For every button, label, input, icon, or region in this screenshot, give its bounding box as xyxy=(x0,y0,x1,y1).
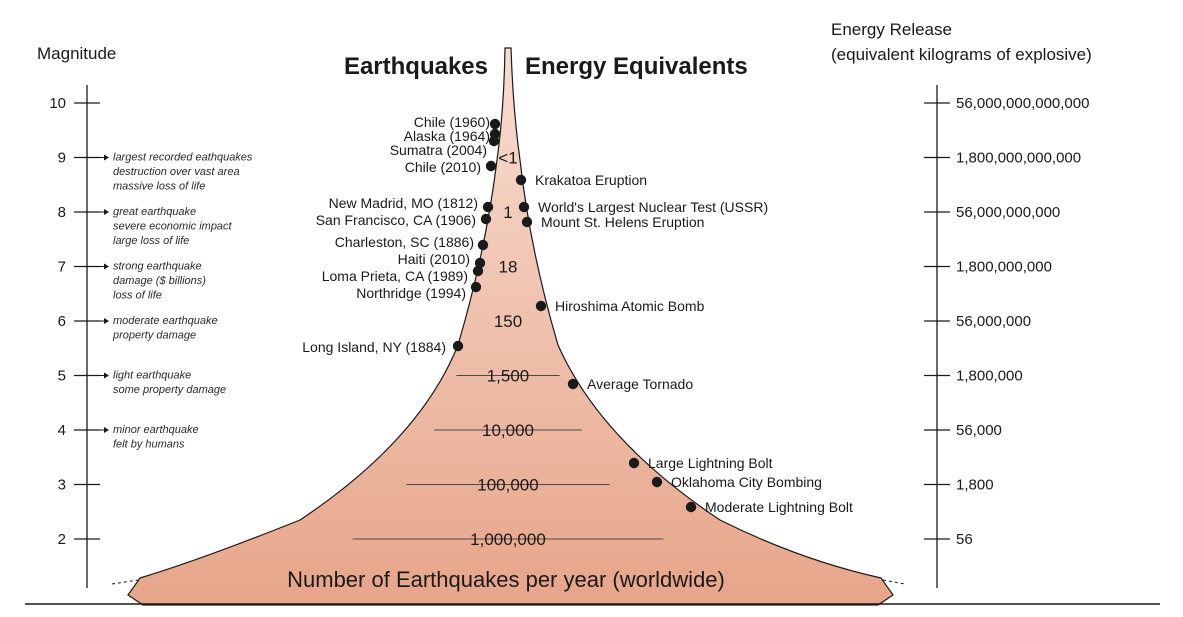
magnitude-description: felt by humans xyxy=(113,439,185,451)
magnitude-description: light earthquake xyxy=(113,370,191,382)
magnitude-description: severe economic impact xyxy=(113,221,233,233)
energy-event-dot xyxy=(685,501,697,513)
earthquake-dot xyxy=(480,213,492,225)
earthquake-label: Alaska (1964) xyxy=(404,128,490,144)
earthquake-label: Sumatra (2004) xyxy=(390,142,487,158)
energy-tick-label: 1,800 xyxy=(956,477,994,494)
earthquakes-title: Earthquakes xyxy=(344,53,488,80)
magnitude-description: large loss of life xyxy=(113,235,189,247)
magnitude-description: property damage xyxy=(112,330,196,342)
count-label: 1 xyxy=(503,203,512,222)
earthquake-label: Long Island, NY (1884) xyxy=(302,339,446,355)
count-label: 18 xyxy=(499,258,518,277)
earthquake-dot xyxy=(477,239,489,251)
earthquake-label: Chile (1960) xyxy=(414,114,490,130)
energy-tick-label: 1,800,000 xyxy=(956,368,1023,385)
funnel-dash-left xyxy=(111,579,139,585)
magnitude-description: destruction over vast area xyxy=(113,166,240,178)
count-label: 10,000 xyxy=(482,421,534,440)
arrow-head-icon xyxy=(104,154,109,161)
earthquake-label: New Madrid, MO (1812) xyxy=(329,195,478,211)
earthquake-dot xyxy=(472,265,484,277)
earthquake-dot xyxy=(482,201,494,213)
energy-event-label: Krakatoa Eruption xyxy=(535,172,647,188)
arrow-head-icon xyxy=(104,318,109,324)
earthquake-label: Chile (2010) xyxy=(405,159,481,175)
energy-tick-label: 1,800,000,000 xyxy=(956,259,1052,276)
magnitude-scale: 10 9 largest recorded eathquakes destructio… xyxy=(49,95,253,548)
earthquake-label: Loma Prieta, CA (1989) xyxy=(322,268,468,284)
magnitude-tick-label: 9 xyxy=(58,150,66,167)
earthquake-dot xyxy=(474,257,486,269)
magnitude-tick-label: 10 xyxy=(49,95,66,112)
earthquake-dot xyxy=(470,281,482,293)
earthquake-dot xyxy=(489,118,501,130)
earthquake-dot xyxy=(452,340,464,352)
energy-tick-label: 1,800,000,000,000 xyxy=(956,150,1081,167)
count-label: <1 xyxy=(498,149,517,168)
energy-scale: 56,000,000,000,000 1,800,000,000,000 56,00… xyxy=(924,95,1089,548)
energy-event-label: Moderate Lightning Bolt xyxy=(705,499,853,515)
arrow-head-icon xyxy=(104,427,109,433)
energy-event-label: Average Tornado xyxy=(587,376,693,392)
magnitude-description: strong earthquake xyxy=(113,261,202,273)
magnitude-tick-label: 2 xyxy=(58,531,66,548)
arrow-head-icon xyxy=(104,263,109,270)
arrow-head-icon xyxy=(104,372,109,379)
energy-tick-label: 56,000,000,000,000 xyxy=(956,95,1089,112)
magnitude-tick-label: 7 xyxy=(58,259,66,276)
energy-event-dot xyxy=(521,216,533,228)
energy-event-label: Large Lightning Bolt xyxy=(648,455,773,471)
magnitude-tick-label: 4 xyxy=(58,422,66,439)
count-labels: <1 1 18 150 1,500 10,000 100,000 1,000,000 xyxy=(352,149,664,549)
bottom-title: Number of Earthquakes per year (worldwid… xyxy=(287,567,725,592)
earthquake-label: Charleston, SC (1886) xyxy=(335,234,474,250)
energy-event-dot xyxy=(651,476,663,488)
energy-equivalents-title: Energy Equivalents xyxy=(525,53,748,80)
magnitude-tick-label: 8 xyxy=(58,204,66,221)
energy-tick-label: 56,000 xyxy=(956,422,1002,439)
energy-event-markers: Krakatoa Eruption World's Largest Nuclear… xyxy=(515,172,853,515)
earthquake-label: Northridge (1994) xyxy=(356,285,466,301)
earthquake-label: San Francisco, CA (1906) xyxy=(316,212,476,228)
magnitude-description: loss of life xyxy=(113,290,162,302)
magnitude-tick-label: 6 xyxy=(58,313,66,330)
energy-event-label: Mount St. Helens Eruption xyxy=(541,214,704,230)
count-label: 150 xyxy=(494,312,522,331)
energy-event-dot xyxy=(628,457,640,469)
energy-tick-label: 56,000,000,000 xyxy=(956,204,1060,221)
energy-tick-label: 56 xyxy=(956,531,973,548)
magnitude-description: great earthquake xyxy=(113,206,196,218)
energy-event-dot xyxy=(535,300,547,312)
energy-event-label: Oklahoma City Bombing xyxy=(671,474,822,490)
earthquake-label: Haiti (2010) xyxy=(398,251,470,267)
energy-event-dot xyxy=(518,201,530,213)
magnitude-tick-label: 3 xyxy=(58,477,66,494)
energy-event-label: World's Largest Nuclear Test (USSR) xyxy=(538,199,768,215)
energy-event-dot xyxy=(515,174,527,186)
magnitude-description: moderate earthquake xyxy=(113,315,218,327)
count-label: 1,500 xyxy=(487,367,530,386)
magnitude-description: massive loss of life xyxy=(113,181,205,193)
energy-event-label: Hiroshima Atomic Bomb xyxy=(555,298,705,314)
count-label: 1,000,000 xyxy=(470,530,546,549)
magnitude-description: damage ($ billions) xyxy=(113,275,206,287)
count-label: 100,000 xyxy=(477,476,538,495)
arrow-head-icon xyxy=(104,209,109,215)
magnitude-tick-label: 5 xyxy=(58,368,66,385)
magnitude-description: largest recorded eathquakes xyxy=(113,152,253,164)
funnel-dash-right xyxy=(882,579,906,585)
energy-axis-title-line1: Energy Release xyxy=(831,20,952,39)
magnitude-description: some property damage xyxy=(113,384,226,396)
earthquake-markers: Chile (1960)Alaska (1964)Sumatra (2004)C… xyxy=(302,114,501,355)
earthquake-dot xyxy=(488,135,500,147)
magnitude-axis-title: Magnitude xyxy=(37,44,116,63)
earthquake-dot xyxy=(485,160,497,172)
energy-tick-label: 56,000,000 xyxy=(956,313,1031,330)
magnitude-description: minor earthquake xyxy=(113,424,199,436)
energy-event-dot xyxy=(567,378,579,390)
energy-axis-title-line2: (equivalent kilograms of explosive) xyxy=(831,45,1092,64)
